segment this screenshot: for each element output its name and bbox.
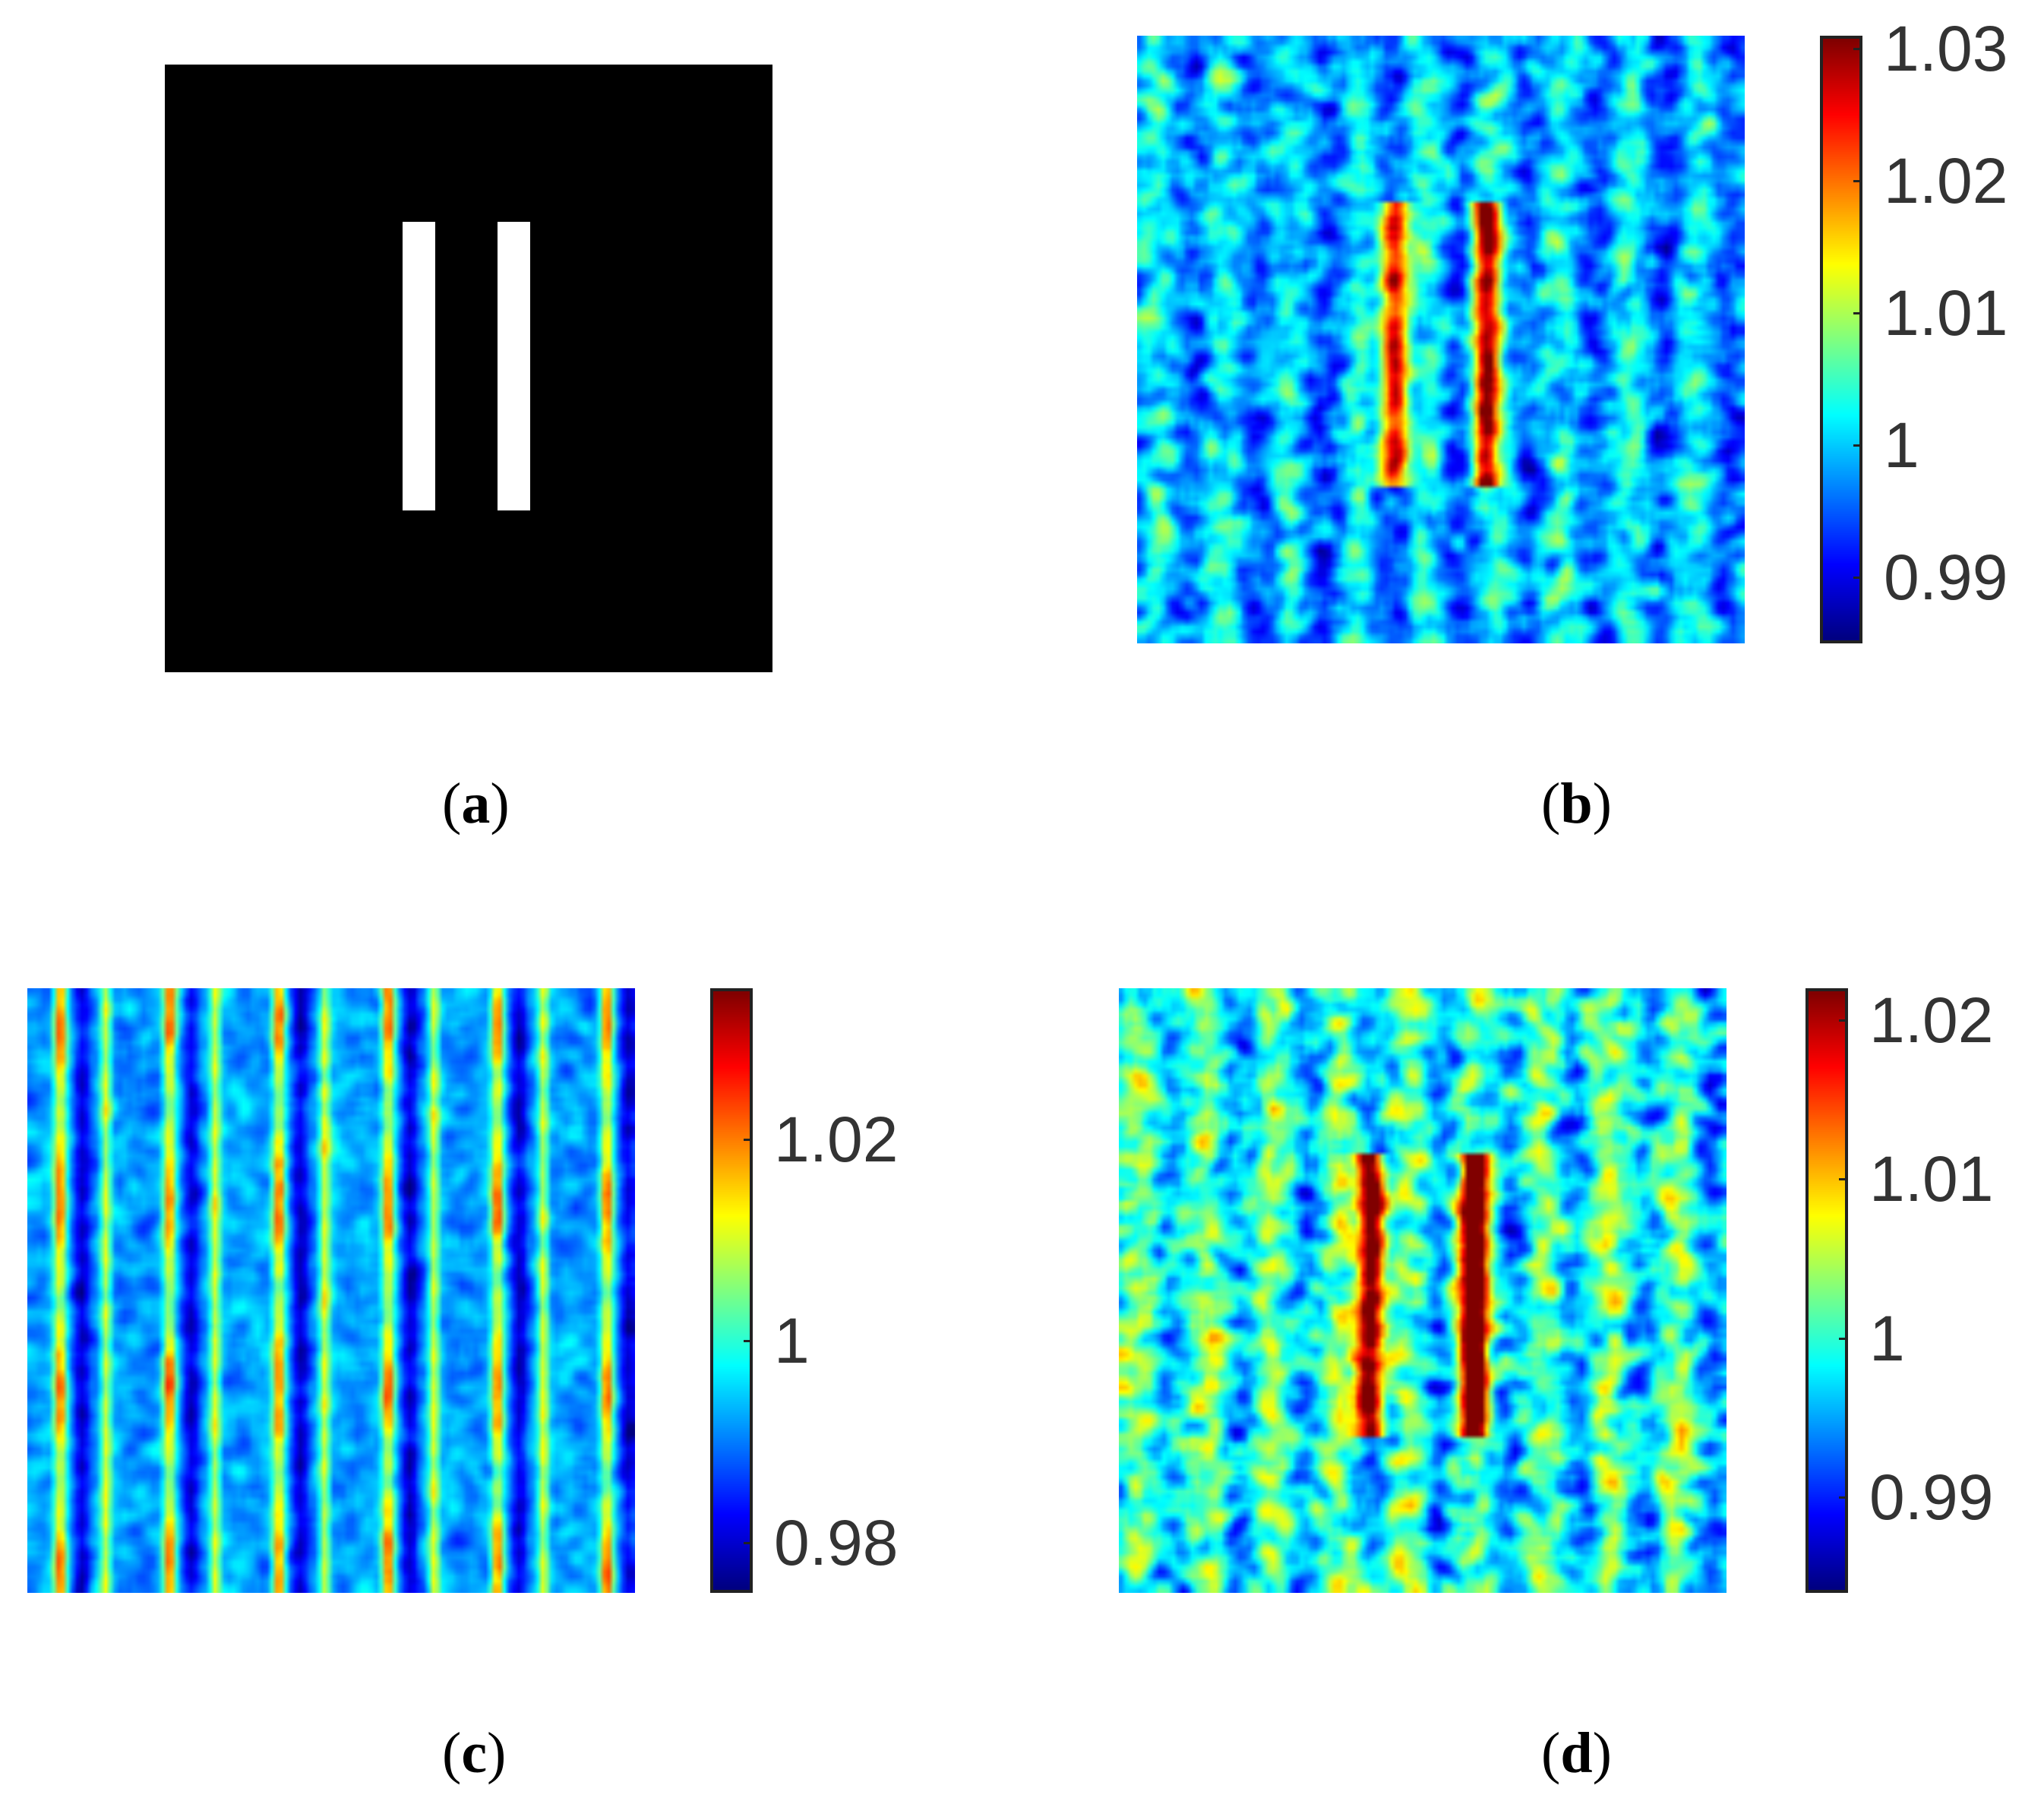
panel-d-caption: (d): [1541, 1721, 1612, 1785]
panel-b-colorbar-tick-mark: [1853, 444, 1862, 447]
panel-d-colorbar: [1805, 988, 1848, 1593]
panel-d-colorbar-tick-mark: [1839, 1178, 1848, 1181]
panel-c-colorbar-tick-mark: [744, 1541, 753, 1544]
panel-b-colorbar-tick-mark: [1853, 312, 1862, 315]
panel-a-bar-left: [403, 222, 435, 510]
panel-b-colorbar-tick-label: 1.02: [1884, 145, 2008, 217]
panel-b-colorbar-tick-label: 0.99: [1884, 542, 2008, 614]
panel-c-colorbar-tick-mark: [744, 1340, 753, 1343]
panel-c-colorbar-tick-mark: [744, 1139, 753, 1141]
panel-d-colorbar-tick-mark: [1839, 1337, 1848, 1340]
panel-d-colorbar-tick-label: 1.02: [1869, 984, 1994, 1056]
panel-d-colorbar-tick-label: 1: [1869, 1302, 1905, 1374]
panel-d-colorbar-tick-mark: [1839, 1019, 1848, 1022]
panel-b-colorbar-tick-mark: [1853, 577, 1862, 580]
panel-c-colorbar-tick-label: 0.98: [774, 1506, 899, 1578]
panel-b-heatmap: [1137, 36, 1745, 643]
panel-a-caption: (a): [442, 772, 510, 836]
panel-b-colorbar-tick-label: 1.01: [1884, 277, 2008, 349]
panel-c-colorbar: [710, 988, 753, 1593]
panel-b-colorbar-tick-label: 1.03: [1884, 13, 2008, 85]
panel-c-heatmap: [27, 988, 635, 1593]
panel-a-bar-right: [498, 222, 530, 510]
panel-b-colorbar-tick-mark: [1853, 180, 1862, 183]
panel-b-caption: (b): [1541, 772, 1612, 836]
panel-d-colorbar-tick-label: 0.99: [1869, 1461, 1994, 1534]
panel-b-colorbar-tick-mark: [1853, 48, 1862, 51]
panel-c-colorbar-tick-label: 1: [774, 1305, 810, 1377]
panel-d-heatmap: [1119, 988, 1727, 1593]
panel-d-colorbar-tick-label: 1.01: [1869, 1143, 1994, 1215]
panel-b-colorbar: [1820, 36, 1862, 643]
panel-c-caption: (c): [442, 1721, 507, 1785]
panel-c-colorbar-tick-label: 1.02: [774, 1104, 899, 1175]
panel-a-image: [165, 65, 772, 672]
panel-d-colorbar-tick-mark: [1839, 1496, 1848, 1499]
panel-b-colorbar-tick-label: 1: [1884, 409, 1919, 482]
